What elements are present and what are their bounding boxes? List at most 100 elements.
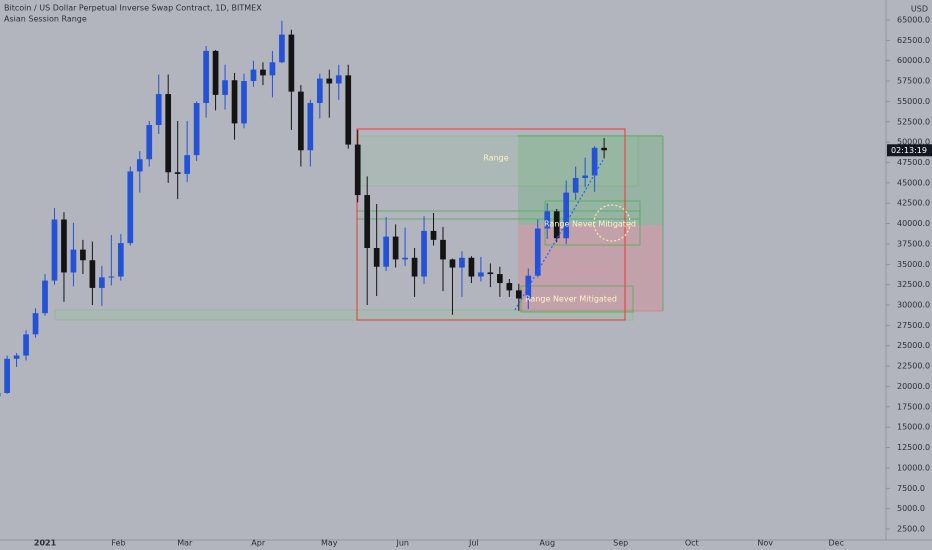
candle-body: [184, 155, 190, 174]
x-tick-label: May: [321, 539, 338, 548]
candle-body: [553, 211, 560, 239]
candle-body: [402, 257, 408, 260]
candle-body: [601, 147, 607, 151]
candle-body: [582, 175, 588, 178]
candle-body: [383, 236, 389, 267]
y-axis-label: USD: [911, 5, 928, 14]
candle-body: [231, 80, 238, 124]
candle-body: [544, 211, 551, 229]
x-tick-label: Aug: [539, 539, 555, 548]
candle-body: [70, 249, 77, 273]
y-tick-label: 32500.0: [897, 280, 930, 289]
candle-body: [449, 259, 456, 268]
y-tick-label: 10000.0: [897, 463, 930, 472]
y-tick-label: 17500.0: [897, 402, 930, 411]
candle-body: [165, 94, 172, 173]
y-tick-label: 20000.0: [897, 382, 930, 391]
countdown-label: 02:13:19: [891, 146, 927, 155]
candle-body: [32, 313, 39, 335]
y-tick-label: 52500.0: [897, 117, 930, 126]
candle-body: [563, 192, 570, 239]
candle-body: [212, 50, 219, 95]
candle-body: [525, 275, 532, 299]
candle-body: [421, 230, 427, 277]
candle-body: [335, 75, 342, 84]
y-tick-label: 25000.0: [897, 341, 930, 350]
candle-body: [534, 228, 541, 276]
x-tick-label: Mar: [177, 539, 193, 548]
candle-body: [108, 276, 115, 278]
y-tick-label: 15000.0: [897, 423, 930, 432]
candle-body: [250, 69, 257, 82]
y-tick-label: 47500.0: [897, 158, 930, 167]
candle-body: [146, 125, 153, 160]
highlight-circle: [593, 204, 631, 242]
candle-body: [4, 358, 10, 393]
y-tick-label: 57500.0: [897, 77, 930, 86]
candle-body: [193, 103, 200, 156]
candle-body: [89, 260, 96, 288]
range-box: [54, 309, 634, 321]
y-tick-label: 60000.0: [897, 56, 930, 65]
y-tick-label: 45000.0: [897, 178, 930, 187]
candle-body: [127, 171, 134, 244]
candle-body: [392, 236, 399, 260]
candle-body: [572, 177, 579, 193]
y-tick-label: 2500.0: [897, 525, 925, 534]
trend-line: [514, 159, 604, 311]
candle-body: [269, 62, 276, 76]
candle-body: [203, 50, 209, 104]
y-tick-label: 65000.0: [897, 15, 930, 24]
candle-body: [506, 283, 513, 291]
y-tick-label: 42500.0: [897, 199, 930, 208]
y-tick-label: 27500.0: [897, 321, 930, 330]
candle-body: [316, 78, 323, 104]
annotation: Range Never Mitigated: [525, 295, 617, 304]
candle-body: [373, 248, 380, 267]
candle-body: [345, 75, 352, 145]
y-tick-label: 30000.0: [897, 301, 930, 310]
candle-body: [430, 230, 437, 240]
candle-body: [23, 334, 29, 356]
candle-body: [51, 219, 58, 281]
candle-body: [61, 219, 67, 273]
x-tick-label: Apr: [251, 539, 266, 548]
candle-body: [354, 144, 361, 196]
candle-body: [155, 94, 162, 126]
x-tick-label: Oct: [685, 539, 699, 548]
x-tick-label: Jul: [468, 539, 479, 548]
candle-body: [99, 277, 105, 288]
y-tick-label: 55000.0: [897, 97, 930, 106]
price-axis: [886, 0, 932, 550]
candle-body: [288, 34, 295, 92]
y-tick-label: 40000.0: [897, 219, 930, 228]
candle-body: [117, 243, 124, 277]
candle-body: [487, 272, 494, 275]
candle-body: [80, 249, 86, 261]
candle-body: [241, 81, 247, 124]
countdown-badge: [887, 144, 932, 157]
candle-body: [42, 280, 48, 314]
candle-body: [298, 91, 304, 151]
x-tick-label: Jun: [395, 539, 409, 548]
candle-body: [260, 69, 266, 76]
candle-body: [136, 159, 143, 172]
x-tick-label: Dec: [829, 539, 844, 548]
candle-body: [515, 290, 522, 299]
y-tick-label: 37500.0: [897, 239, 930, 248]
y-tick-label: 22500.0: [897, 362, 930, 371]
x-tick-label: 2021: [34, 539, 57, 548]
y-tick-label: 5000.0: [897, 504, 925, 513]
chart-title: Bitcoin / US Dollar Perpetual Inverse Sw…: [4, 4, 262, 13]
annotation: Range Never Mitigated: [544, 220, 636, 229]
x-tick-label: Sep: [613, 539, 628, 548]
range-fill-red: [518, 225, 663, 311]
candle-body: [279, 34, 285, 63]
candle-body: [307, 103, 314, 151]
candle-body: [174, 172, 181, 174]
x-tick-label: Feb: [111, 539, 125, 548]
candle-body: [364, 195, 371, 249]
candle-body: [222, 80, 228, 95]
